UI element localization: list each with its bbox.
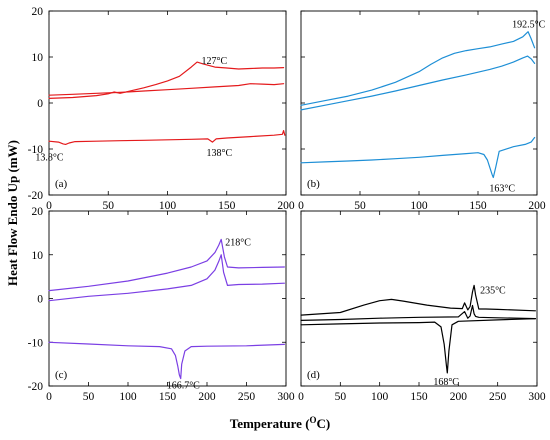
x-tick-label: 200 [277, 200, 295, 212]
dsc-curve-2 [48, 83, 285, 96]
x-tick-label: 200 [450, 391, 468, 403]
x-tick-label: 0 [298, 391, 304, 403]
x-tick-label: 100 [410, 200, 428, 212]
peak-annotation: 235°C [480, 285, 506, 296]
peak-annotation: 138°C [207, 148, 233, 159]
x-tick-label: 0 [298, 200, 304, 212]
y-tick-label: 20 [32, 6, 44, 18]
dsc-curve-1 [300, 284, 536, 316]
x-tick-label: 150 [218, 200, 236, 212]
x-axis-label-sup: O [310, 415, 317, 425]
panel-label: (b) [307, 178, 320, 190]
peak-annotation: 218°C [225, 237, 251, 248]
x-tick-label: 50 [103, 200, 115, 212]
x-tick-label: 150 [469, 200, 487, 212]
dsc-curve-3 [48, 130, 286, 145]
x-tick-label: 50 [83, 391, 95, 403]
y-tick-label: -10 [28, 144, 44, 156]
x-tick-label: 250 [238, 391, 256, 403]
x-tick-label: 150 [159, 391, 177, 403]
x-tick-label: 100 [371, 391, 389, 403]
x-axis-label-unit: C) [317, 416, 331, 431]
dsc-curve-1 [48, 238, 285, 292]
dsc-curve-2 [300, 304, 536, 321]
panel-label: (d) [307, 369, 320, 381]
x-tick-label: 100 [159, 200, 177, 212]
y-tick-label: -20 [28, 190, 44, 202]
y-tick-label: -10 [28, 337, 44, 349]
panel-b: 0 50 100 150 200 192.5°C 163°C (b) [298, 10, 546, 212]
x-tick-label: 0 [46, 200, 52, 212]
dsc-curve-3 [48, 341, 285, 380]
dsc-curve-2 [300, 55, 536, 111]
peak-annotation: 13.8°C [35, 152, 63, 163]
y-tick-label: 0 [37, 294, 43, 306]
x-tick-label: 150 [410, 391, 428, 403]
y-tick-label: 20 [32, 206, 44, 218]
panel-d: 0 50 100 150 200 250 300 235°C 168°C (d) [298, 210, 546, 403]
panel-label: (a) [55, 178, 68, 190]
dsc-curve-1 [300, 31, 536, 106]
plot-frame [48, 10, 287, 196]
dsc-curve-3 [300, 136, 536, 179]
y-axis-label: Heat Flow Endo Up (mW) [5, 140, 20, 286]
peak-annotation: 192.5°C [512, 20, 545, 31]
x-tick-label: 250 [489, 391, 507, 403]
peak-annotation: 168°C [433, 377, 459, 388]
y-tick-label: 0 [37, 98, 43, 110]
dsc-curve-3 [300, 318, 536, 374]
y-tick-label: 10 [32, 250, 44, 262]
dsc-curve-2 [48, 254, 285, 302]
peak-annotation: 166.7°C [167, 381, 200, 392]
x-tick-label: 50 [335, 391, 347, 403]
x-tick-label: 0 [46, 391, 52, 403]
dsc-curve-1 [48, 61, 285, 99]
x-axis-label: Temperature (OC) [230, 415, 331, 431]
panel-c: 0 50 100 150 200 250 300 -20 -10 0 10 20 218°C 166.7°… [28, 206, 295, 403]
x-tick-label: 100 [119, 391, 137, 403]
peak-annotation: 163°C [489, 184, 515, 195]
x-tick-label: 300 [277, 391, 295, 403]
panel-a: 0 50 100 150 200 -20 -10 0 10 20 127°C 13.8°C 138°C (… [28, 6, 295, 212]
y-tick-label: 10 [32, 52, 44, 64]
x-tick-label: 200 [198, 391, 216, 403]
x-axis-label-text: Temperature ( [230, 416, 310, 431]
plot-frame [300, 210, 538, 387]
peak-annotation: 127°C [201, 56, 227, 67]
x-tick-label: 300 [528, 391, 546, 403]
y-tick-label: -20 [28, 381, 44, 393]
x-tick-label: 50 [354, 200, 366, 212]
panel-label: (c) [55, 369, 68, 381]
x-tick-label: 200 [528, 200, 546, 212]
